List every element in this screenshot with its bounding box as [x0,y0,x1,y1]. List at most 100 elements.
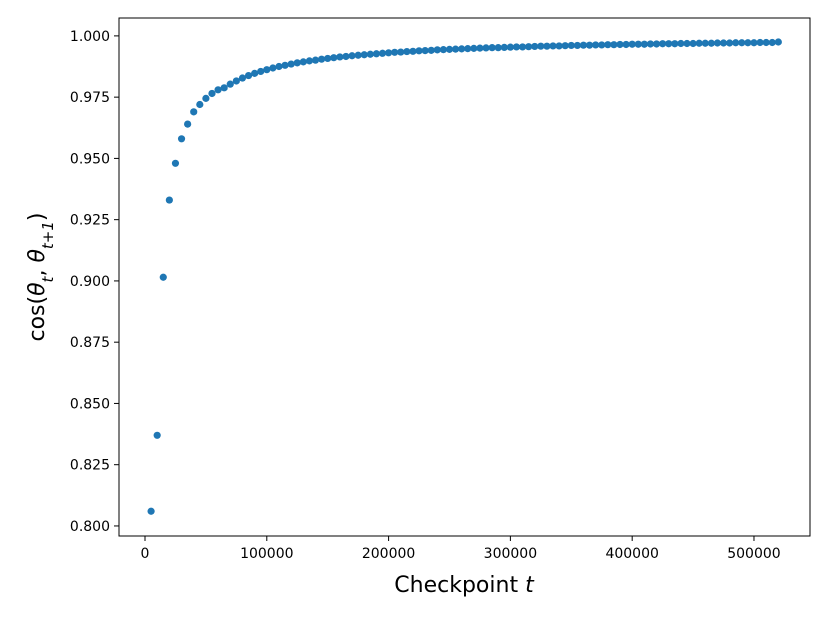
point [470,44,478,52]
point [683,39,691,48]
point [427,46,435,54]
y-tick-label: 0.900 [70,274,110,290]
point [226,80,234,88]
point [646,40,655,48]
point [531,42,539,51]
x-tick-label: 300000 [484,546,537,562]
label-part: t [39,275,57,282]
point [360,51,368,59]
point [220,84,228,92]
point [378,49,387,57]
point [598,41,606,49]
y-tick-label: 1.000 [70,29,110,45]
x-tick-label: 200000 [362,546,415,562]
point [762,38,770,47]
point [518,43,527,51]
point [263,66,271,74]
point [561,42,569,50]
point [342,52,350,61]
point [391,48,399,56]
y-tick-label: 0.925 [70,213,110,229]
point [665,40,673,48]
point [732,39,740,47]
point [573,41,581,50]
point [750,39,758,47]
point [214,86,222,94]
point [689,39,697,48]
point [384,49,393,57]
point [622,40,630,49]
point [177,135,186,143]
label-part: t [525,573,535,598]
point [768,38,776,47]
point [281,61,289,69]
point [311,56,320,64]
point [433,46,441,54]
point [555,42,563,50]
point [165,196,173,204]
point [159,273,167,281]
point [738,39,746,47]
point [318,55,326,63]
point [579,41,588,49]
point [652,40,661,48]
point [616,40,624,49]
point [147,507,155,515]
point [659,40,667,48]
point [628,40,636,48]
point [726,39,734,47]
point [299,58,307,66]
y-tick-label: 0.850 [70,396,110,412]
point [585,41,594,49]
point [293,59,301,67]
label-part: Checkpoint [394,573,525,598]
point [208,89,216,98]
point [251,69,259,77]
label-part: cos( [25,296,50,342]
point [494,44,502,52]
point [713,39,722,47]
point [324,54,332,63]
point [774,38,782,46]
point [464,45,472,53]
point [287,60,295,68]
point [336,53,344,61]
y-tick-label: 0.825 [70,458,110,474]
y-axis-label: cos(θt, θt+1) [25,212,57,341]
point [269,64,277,72]
point [238,74,247,82]
point [348,52,356,60]
y-tick-label: 0.950 [70,151,110,167]
point [202,94,210,102]
point [537,42,545,50]
point [476,44,484,52]
point [153,431,161,439]
point [567,41,575,50]
point [354,51,362,59]
point [409,47,417,55]
x-tick-label: 100000 [240,546,293,562]
point [366,50,374,58]
point [330,54,338,62]
plot-frame [118,17,811,537]
point [458,45,466,53]
y-tick-label: 0.875 [70,335,110,351]
x-axis-label: Checkpoint t [394,573,535,598]
point [244,71,253,80]
point [372,50,381,58]
point [482,44,490,52]
x-tick-label: 500000 [727,546,780,562]
point [756,38,764,47]
point [744,39,752,47]
point [701,39,709,47]
point [305,57,314,65]
point [512,43,521,51]
point [707,39,715,47]
point [640,40,648,48]
point [421,46,429,55]
point [604,41,612,49]
point [232,77,240,85]
point [506,43,514,51]
point [190,108,198,116]
label-part: θ [25,249,50,263]
